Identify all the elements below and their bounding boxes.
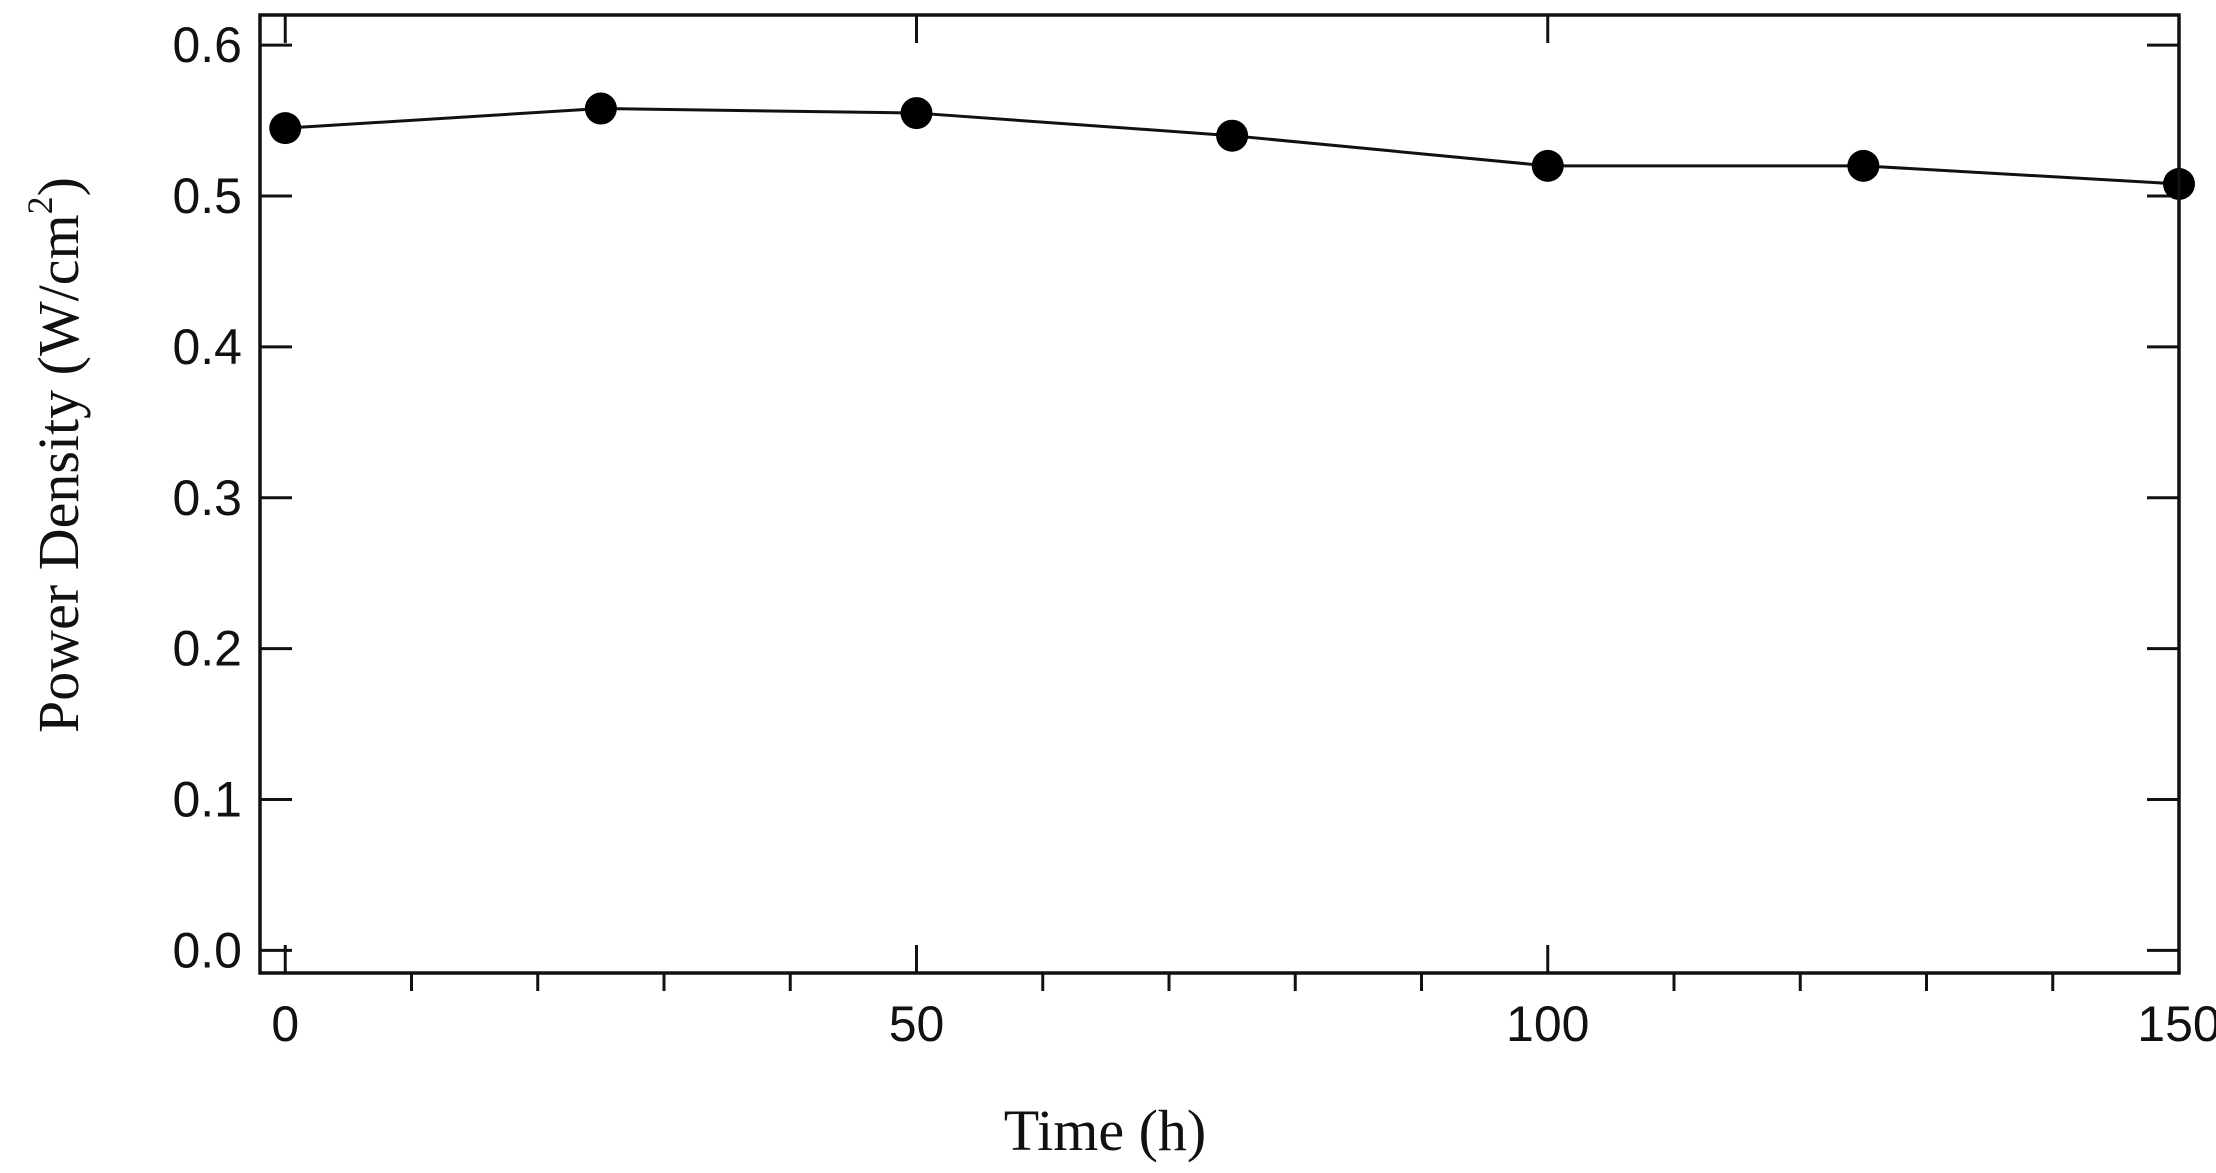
- x-axis-label: Time (h): [1004, 1098, 1207, 1163]
- y-tick-label: 0.2: [172, 621, 242, 677]
- y-tick-label: 0.1: [172, 772, 242, 828]
- tick-labels: 0 50 100 150 0.0 0.1 0.2 0.3 0.4 0.5 0.6: [172, 17, 2216, 1052]
- x-tick-label: 50: [889, 996, 945, 1052]
- x-tick-label: 100: [1506, 996, 1589, 1052]
- y-axis-label-superscript: 2: [20, 196, 60, 214]
- svg-text:Power Density (W/cm2): Power Density (W/cm2): [20, 177, 91, 733]
- y-axis-label: Power Density (W/cm2): [20, 177, 91, 733]
- data-point: [269, 112, 302, 145]
- data-point: [1847, 149, 1880, 182]
- x-tick-label: 0: [271, 996, 299, 1052]
- y-tick-label: 0.6: [172, 17, 242, 73]
- y-tick-label: 0.3: [172, 470, 242, 526]
- y-axis-label-main: Power Density (W/cm: [26, 214, 91, 733]
- data-point: [900, 97, 933, 130]
- y-tick-label: 0.0: [172, 922, 242, 978]
- y-tick-label: 0.4: [172, 319, 242, 375]
- x-tick-label: 150: [2137, 996, 2216, 1052]
- y-tick-label: 0.5: [172, 168, 242, 224]
- data-point: [1531, 149, 1564, 182]
- y-axis-label-close: ): [26, 177, 91, 196]
- data-point: [584, 92, 617, 125]
- axis-ticks: [260, 15, 2181, 991]
- data-point: [1216, 119, 1249, 152]
- data-series: [269, 92, 2195, 200]
- plot-frame: [258, 13, 2181, 975]
